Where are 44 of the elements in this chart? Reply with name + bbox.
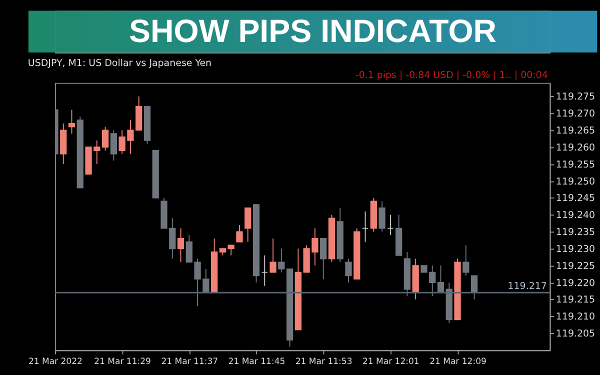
candlestick	[60, 122, 67, 165]
candlestick	[228, 244, 234, 256]
chart-subtitle: USDJPY, M1: US Dollar vs Japanese Yen	[28, 58, 212, 69]
y-tick-label: 119.270	[556, 108, 596, 120]
y-tick-label: 119.205	[556, 328, 596, 340]
candlestick	[102, 126, 109, 151]
y-tick-label: 119.225	[556, 260, 596, 272]
y-tick-label: 119.220	[556, 278, 596, 289]
y-tick-label: 119.245	[556, 193, 596, 204]
text: -0.1 pips | -0.84 USD | -0.0% | 1.. | 00:04	[355, 70, 548, 82]
x-tick-label: 21 Mar 2022	[28, 356, 82, 367]
candlestick	[345, 258, 352, 283]
candlestick	[320, 238, 327, 280]
x-tick-label: 21 Mar 11:45	[228, 356, 286, 367]
candlestick	[270, 238, 276, 273]
x-tick-label: 21 Mar 12:01	[362, 356, 420, 367]
y-tick-label: 119.210	[556, 312, 596, 323]
y-tick-label: 119.230	[556, 244, 596, 255]
candlestick	[236, 224, 243, 242]
candlestick	[110, 130, 117, 162]
x-tick-label: 21 Mar 11:53	[295, 356, 352, 367]
candlestick	[362, 210, 369, 242]
candlestick	[68, 109, 76, 134]
candlestick	[261, 254, 268, 286]
y-tick-label: 119.260	[556, 142, 596, 154]
y-tick-label: 119.265	[556, 126, 596, 137]
candlestick	[387, 214, 394, 236]
y-tick-label: 119.215	[556, 294, 596, 306]
y-tick-label: 119.250	[556, 176, 596, 188]
x-tick-label: 21 Mar 11:37	[161, 356, 218, 367]
x-tick-label: 21 Mar 12:09	[430, 356, 486, 367]
y-tick-label: 119.255	[556, 159, 596, 170]
y-tick-label: 119.240	[556, 210, 596, 222]
candlestick	[244, 208, 252, 242]
candlestick	[177, 228, 184, 263]
y-tick-label: 119.235	[556, 227, 596, 238]
candlestick	[378, 200, 386, 232]
ref-line-label: 119.217	[508, 280, 547, 292]
candlestick	[462, 244, 470, 276]
y-tick-label: 119.275	[556, 92, 596, 103]
candlestick	[470, 275, 478, 300]
chart-title: SHOW PIPS INDICATOR	[129, 13, 497, 50]
x-tick-label: 21 Mar 11:29	[94, 356, 151, 367]
candlestick	[278, 248, 285, 273]
